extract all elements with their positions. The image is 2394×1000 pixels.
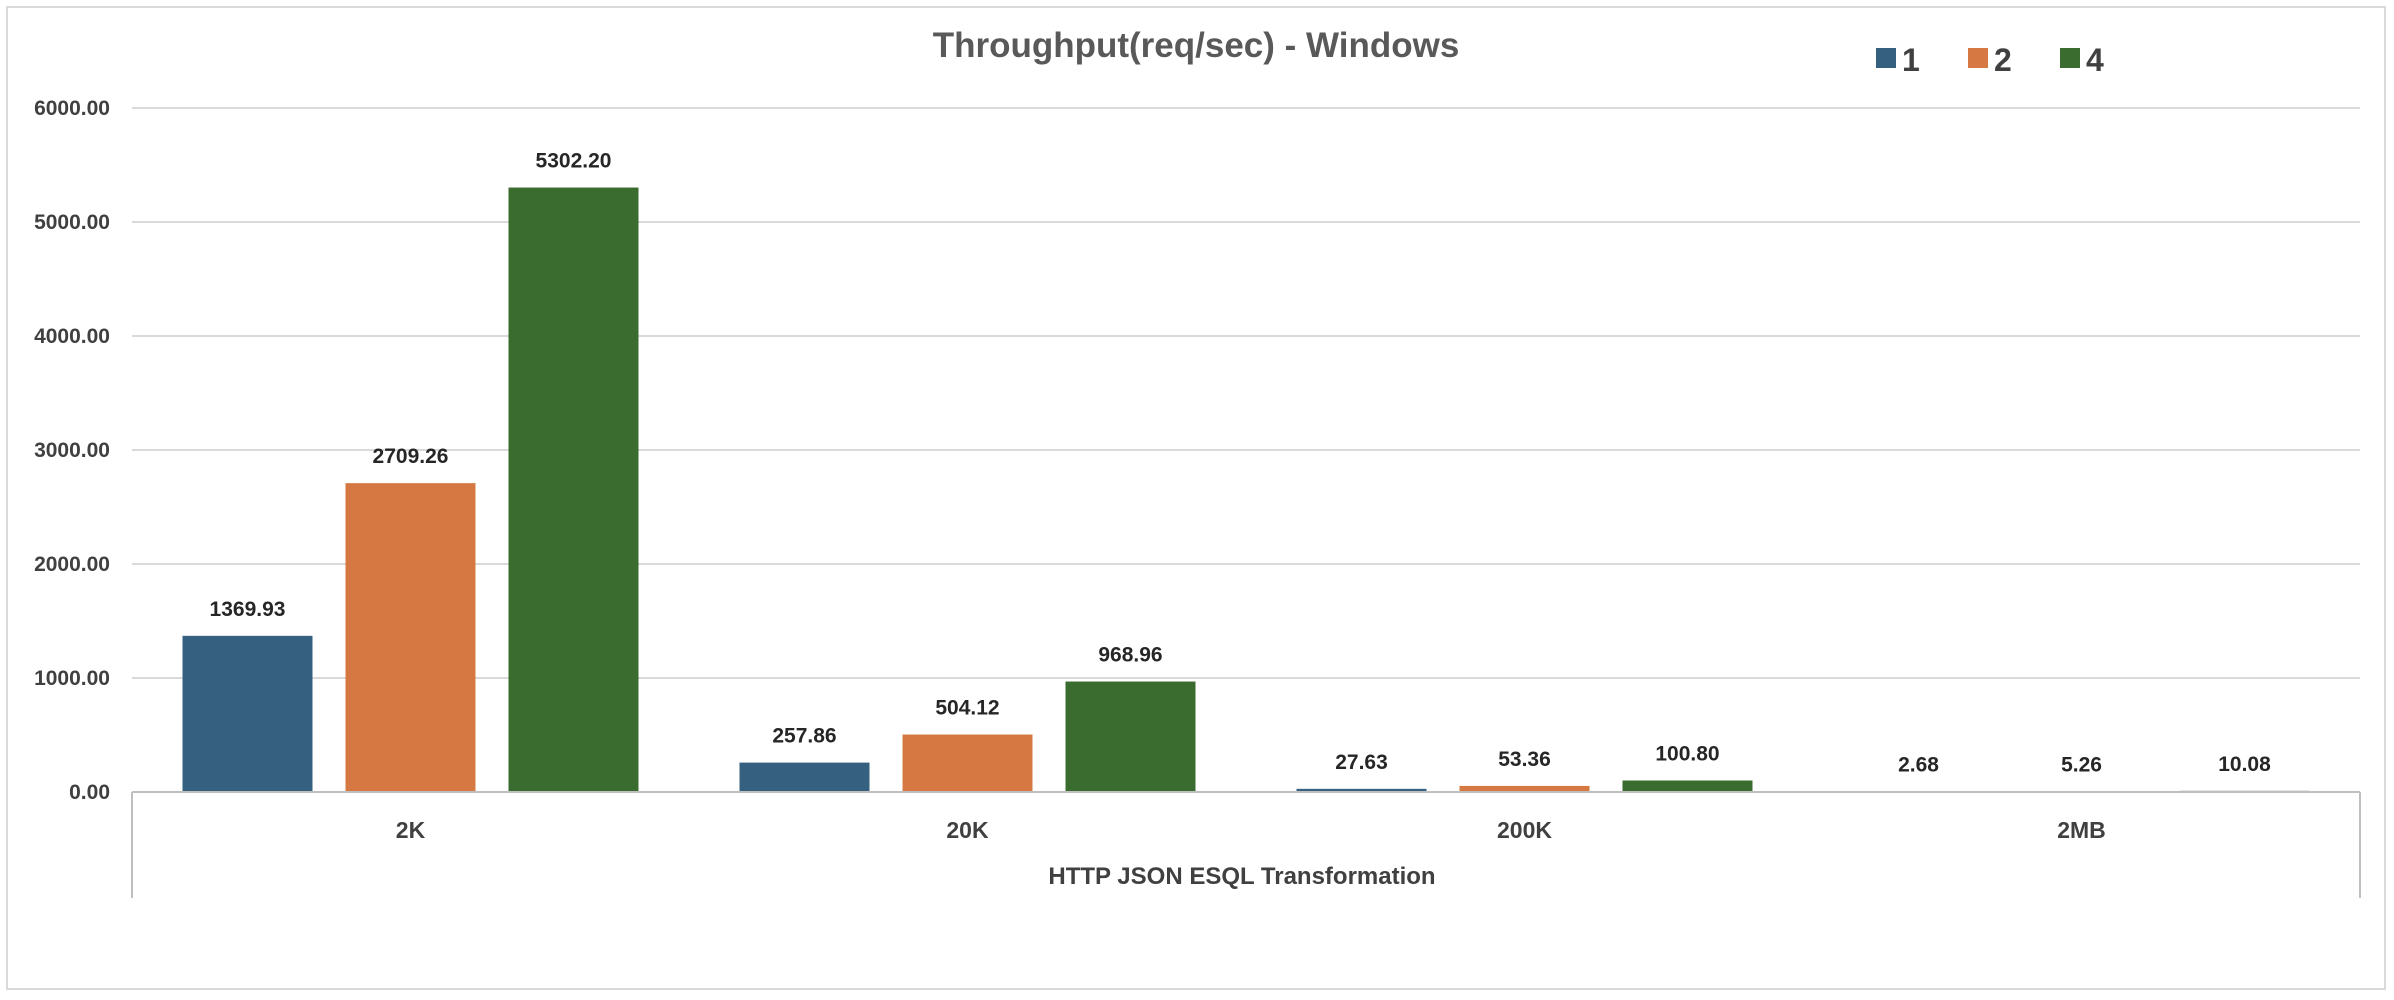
bars-layer bbox=[182, 187, 2310, 792]
legend-label-2: 2 bbox=[1994, 42, 2012, 78]
data-label: 968.96 bbox=[1098, 644, 1162, 667]
y-tick-label: 5000.00 bbox=[34, 211, 110, 234]
y-tick-label: 3000.00 bbox=[34, 439, 110, 462]
chart-title: Throughput(req/sec) - Windows bbox=[933, 26, 1460, 65]
bar-200K-series-1 bbox=[1296, 788, 1427, 792]
data-label: 53.36 bbox=[1498, 748, 1551, 771]
y-tick-label: 4000.00 bbox=[34, 325, 110, 348]
y-tick-label: 1000.00 bbox=[34, 667, 110, 690]
legend-label-1: 1 bbox=[1902, 42, 1920, 78]
bar-200K-series-4 bbox=[1622, 780, 1753, 792]
data-label: 27.63 bbox=[1335, 751, 1388, 774]
legend-swatch-4 bbox=[2060, 48, 2080, 68]
x-axis-label: HTTP JSON ESQL Transformation bbox=[1048, 863, 1435, 890]
bar-20K-series-1 bbox=[739, 762, 870, 792]
data-label: 5302.20 bbox=[536, 150, 612, 173]
legend-label-4: 4 bbox=[2086, 42, 2104, 78]
data-label: 2709.26 bbox=[373, 445, 449, 468]
legend: 1 2 4 bbox=[1876, 42, 2104, 78]
x-tick-label: 200K bbox=[1497, 817, 1552, 843]
axis-layer: 0.00 1000.00 2000.00 3000.00 4000.00 5000.00 6… bbox=[34, 97, 2361, 898]
x-tick-label: 20K bbox=[946, 817, 989, 843]
bar-20K-series-4 bbox=[1065, 681, 1196, 792]
data-label: 257.86 bbox=[772, 725, 836, 748]
y-tick-label: 0.00 bbox=[69, 781, 110, 804]
bar-2K-series-2 bbox=[345, 483, 476, 792]
y-tick-label: 2000.00 bbox=[34, 553, 110, 576]
x-tick-label: 2MB bbox=[2057, 817, 2106, 843]
x-tick-label: 2K bbox=[396, 817, 426, 843]
data-label: 10.08 bbox=[2218, 753, 2271, 776]
bar-200K-series-2 bbox=[1459, 785, 1590, 792]
grid-layer bbox=[132, 107, 2360, 679]
chart-frame: 1369.93 2709.26 5302.20 257.86 504.12 968.96 2… bbox=[6, 6, 2386, 990]
legend-swatch-1 bbox=[1876, 48, 1896, 68]
bar-20K-series-2 bbox=[902, 734, 1033, 792]
data-label: 2.68 bbox=[1898, 754, 1939, 777]
data-label: 100.80 bbox=[1655, 743, 1719, 766]
chart-svg: 1369.93 2709.26 5302.20 257.86 504.12 968.96 2… bbox=[34, 26, 2361, 898]
bar-2K-series-1 bbox=[182, 635, 313, 792]
bar-2K-series-4 bbox=[508, 187, 639, 792]
data-label: 504.12 bbox=[935, 697, 999, 720]
data-label: 5.26 bbox=[2061, 753, 2102, 776]
labels-layer: 1369.93 2709.26 5302.20 257.86 504.12 968.96 2… bbox=[210, 150, 2272, 777]
data-label: 1369.93 bbox=[210, 598, 286, 621]
legend-swatch-2 bbox=[1968, 48, 1988, 68]
y-tick-label: 6000.00 bbox=[34, 97, 110, 120]
